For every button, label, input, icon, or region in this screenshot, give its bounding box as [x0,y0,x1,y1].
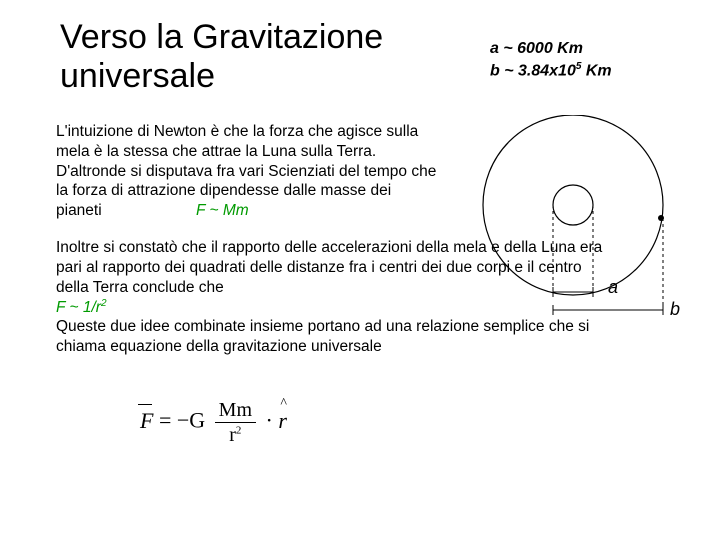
inner-earth [553,185,593,225]
label-b: b [670,299,680,315]
distance-values: a ~ 6000 Km b ~ 3.84x105 Km [490,38,612,82]
label-a: a [608,277,618,297]
formula-fraction: Mm r2 [215,400,256,445]
formula-den: r2 [215,423,256,445]
formula-F: F [140,408,153,434]
outer-orbit [483,115,663,295]
formula-num: Mm [215,400,256,423]
formula-mass: F ~ Mm [196,202,249,219]
title-line-1: Verso la Gravitazione [60,18,383,56]
formula-distance: F ~ 1/r2 [56,299,107,316]
title-line-2: universale [60,57,215,95]
para2b-text: Queste due idee combinate insieme portan… [56,318,589,355]
formula-dot: · [266,408,279,433]
formula-rhat: r [278,408,287,434]
slide-title: Verso la Gravitazione universale [60,18,383,96]
value-a: a ~ 6000 Km [490,38,612,60]
orbit-diagram: a b [478,115,708,315]
formula-eq: = −G [159,408,211,433]
paragraph-1: L'intuizione di Newton è che la forza ch… [56,122,441,221]
value-b: b ~ 3.84x105 Km [490,60,612,82]
gravitation-formula: F = −G Mm r2 · r [140,400,287,445]
